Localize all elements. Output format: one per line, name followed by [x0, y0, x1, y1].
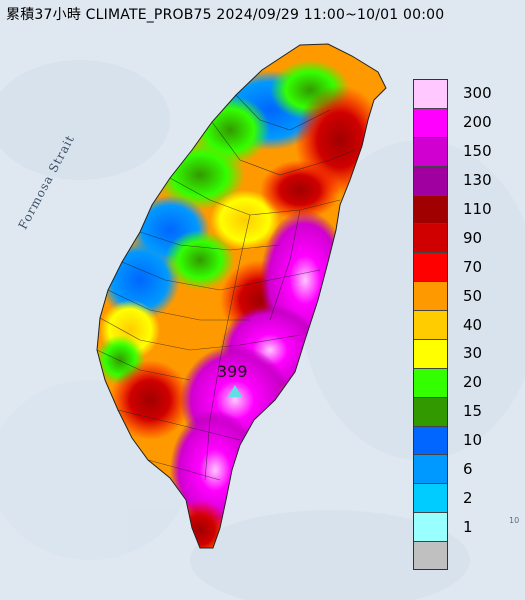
legend-swatch [414, 426, 447, 456]
legend-label: 1 [463, 517, 473, 536]
legend-swatch [414, 224, 447, 254]
legend-label: 2 [463, 488, 473, 507]
peak-rainfall-value: 399 [217, 362, 248, 381]
legend-label: 90 [463, 228, 483, 247]
legend-label: 70 [463, 257, 483, 276]
legend-label: 300 [463, 84, 492, 103]
edge-label: 10 [509, 516, 520, 525]
legend-swatch [414, 137, 447, 167]
legend-label: 30 [463, 344, 483, 363]
legend-label: 200 [463, 113, 492, 132]
max-station-triangle-icon [228, 385, 242, 397]
map-title: 累積37小時 CLIMATE_PROB75 2024/09/29 11:00~1… [6, 7, 445, 23]
legend-swatch [414, 513, 447, 542]
legend-swatch [414, 455, 447, 485]
legend-swatch [414, 166, 447, 196]
legend-swatch [414, 282, 447, 311]
legend-swatch [414, 311, 447, 340]
legend-label: 15 [463, 402, 483, 421]
legend-label: 40 [463, 315, 483, 334]
legend-swatch [414, 253, 447, 283]
legend-label: 10 [463, 431, 483, 450]
legend-swatch [414, 195, 447, 225]
color-legend [413, 79, 448, 570]
legend-swatch [414, 368, 447, 398]
legend-label: 20 [463, 373, 483, 392]
legend-label: 150 [463, 142, 492, 161]
legend-label: 130 [463, 171, 492, 190]
legend-swatch [414, 339, 447, 369]
basin-boundaries [96, 94, 356, 481]
legend-swatch [414, 484, 447, 514]
legend-swatch [414, 80, 447, 109]
legend-swatch [414, 108, 447, 138]
legend-label: 110 [463, 199, 492, 218]
legend-label: 50 [463, 286, 483, 305]
sea-texture [0, 60, 525, 600]
coastline [96, 43, 387, 549]
legend-label: 6 [463, 459, 473, 478]
legend-swatch [414, 542, 447, 569]
legend-swatch [414, 397, 447, 427]
